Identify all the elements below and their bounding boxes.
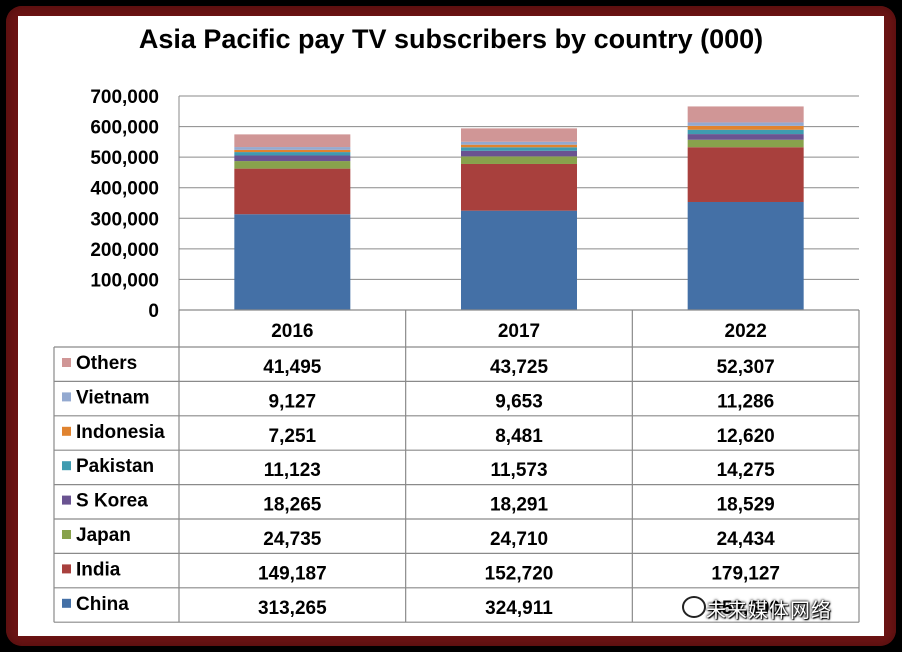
bar-segment-others-2016	[234, 134, 351, 148]
bar-segment-china-2022	[687, 201, 804, 310]
bar-segment-vietnam-2017	[461, 141, 577, 145]
bar-segment-others-2017	[461, 128, 577, 142]
legend-swatch-vietnam	[62, 392, 71, 402]
data-label: 8,481	[495, 426, 543, 447]
bar-segment-japan-2022	[687, 139, 804, 148]
data-label: 24,434	[717, 529, 776, 550]
data-label: 14,275	[717, 460, 776, 481]
bar-segment-china-2017	[461, 210, 577, 310]
data-label: 152,720	[485, 563, 554, 584]
y-tick-label: 600,000	[90, 118, 159, 139]
bar-segment-vietnam-2022	[687, 122, 804, 126]
legend-label: Indonesia	[76, 422, 165, 443]
bar-segment-pakistan-2016	[234, 152, 351, 156]
data-label: 324,911	[485, 598, 553, 619]
data-label: 7,251	[269, 426, 317, 447]
legend-label: Others	[76, 353, 137, 374]
data-label: 12,620	[717, 426, 775, 447]
legend-label: Vietnam	[76, 387, 150, 408]
bar-segment-others-2022	[687, 106, 804, 123]
data-label: 149,187	[258, 563, 327, 584]
bar-segment-japan-2016	[234, 161, 351, 169]
bar-segment-china-2016	[234, 214, 351, 310]
category-label: 2017	[498, 321, 540, 342]
data-label: 179,127	[711, 563, 780, 584]
legend-label: China	[76, 594, 129, 615]
bar-segment-india-2022	[687, 147, 804, 202]
watermark-text: 未来媒体网络	[706, 598, 832, 622]
legend-swatch-pakistan	[62, 461, 71, 471]
bar-segment-s-korea-2022	[687, 134, 804, 140]
legend-label: S Korea	[76, 491, 148, 512]
bar-segment-s-korea-2016	[234, 155, 351, 162]
bar-segment-vietnam-2016	[234, 147, 351, 150]
data-label: 9,653	[495, 391, 543, 412]
data-label: 24,735	[263, 529, 322, 550]
category-label: 2016	[271, 321, 313, 342]
y-tick-label: 100,000	[90, 270, 159, 291]
legend-label: India	[76, 559, 121, 580]
data-label: 24,710	[490, 529, 548, 550]
legend-swatch-japan	[62, 530, 71, 539]
y-tick-label: 0	[148, 301, 159, 322]
data-label: 11,123	[264, 460, 321, 481]
bar-segment-india-2016	[234, 168, 351, 215]
legend-label: Japan	[76, 525, 131, 546]
data-label: 41,495	[263, 357, 322, 378]
data-label: 313,265	[258, 598, 327, 619]
data-label: 11,286	[717, 391, 774, 412]
chart-title: Asia Pacific pay TV subscribers by count…	[138, 24, 764, 54]
legend-swatch-india	[62, 564, 71, 574]
data-label: 353,300	[711, 598, 780, 619]
y-tick-label: 300,000	[90, 209, 159, 230]
bar-segment-japan-2017	[461, 156, 577, 164]
bar-segment-pakistan-2022	[687, 129, 804, 135]
data-label: 11,573	[490, 460, 547, 481]
y-tick-label: 200,000	[90, 240, 159, 261]
y-tick-label: 500,000	[90, 148, 159, 169]
data-label: 18,291	[490, 495, 549, 516]
legend-swatch-china	[62, 598, 71, 608]
bar-segment-india-2017	[461, 163, 577, 211]
data-label: 52,307	[717, 357, 775, 378]
data-label: 18,529	[717, 495, 775, 516]
bar-segment-indonesia-2017	[461, 144, 577, 148]
bar-segment-s-korea-2017	[461, 150, 577, 157]
legend-swatch-s-korea	[62, 495, 71, 505]
data-label: 18,265	[263, 495, 322, 516]
data-label: 43,725	[490, 357, 549, 378]
category-label: 2022	[725, 321, 767, 342]
bar-segment-indonesia-2016	[234, 149, 351, 153]
data-label: 9,127	[269, 391, 317, 412]
legend-swatch-indonesia	[62, 426, 71, 436]
y-tick-label: 400,000	[90, 179, 159, 200]
legend-swatch-others	[62, 358, 71, 367]
wechat-icon	[682, 596, 706, 618]
bar-segment-indonesia-2022	[687, 125, 804, 130]
y-tick-label: 700,000	[90, 87, 159, 108]
legend-label: Pakistan	[76, 456, 154, 477]
bar-segment-pakistan-2017	[461, 147, 577, 151]
